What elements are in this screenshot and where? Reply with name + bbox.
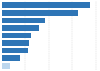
Bar: [2, 56, 20, 61]
Bar: [2, 25, 40, 31]
Bar: [2, 63, 10, 69]
Bar: [2, 33, 31, 38]
Bar: [2, 2, 90, 8]
Bar: [2, 48, 28, 53]
Bar: [2, 10, 78, 15]
Bar: [2, 40, 29, 46]
Bar: [2, 18, 45, 23]
